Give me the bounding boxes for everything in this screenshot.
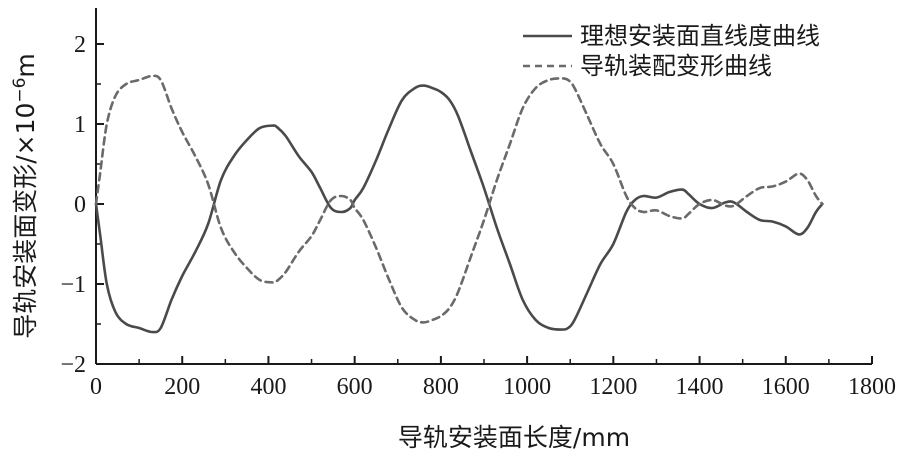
y-tick-label: −1 [60, 272, 86, 298]
legend: 理想安装面直线度曲线 导轨装配变形曲线 [523, 22, 820, 80]
y-axis-title: 导轨安装面变形/×10−6m [10, 53, 40, 339]
y-tick-label: 2 [74, 32, 86, 58]
y-axis-title-exponent: −6 [10, 78, 30, 103]
x-tick-label: 0 [90, 374, 102, 400]
y-axis-title-unit: m [11, 53, 40, 77]
y-tick-label: 1 [74, 112, 86, 138]
series-layer [94, 74, 824, 334]
x-tick-label: 400 [250, 374, 286, 400]
series-line-assembly-deformation [94, 74, 824, 324]
series-line-ideal-straightness [94, 84, 824, 334]
x-tick-label: 1200 [589, 374, 637, 400]
y-axis-title-main: 导轨安装面变形/×10 [11, 103, 40, 339]
x-tick-label: 1400 [676, 374, 724, 400]
x-tick-label: 1800 [848, 374, 896, 400]
x-tick-label: 800 [423, 374, 459, 400]
x-tick-label: 1600 [762, 374, 810, 400]
y-tick-label: −2 [60, 352, 86, 378]
legend-label-ideal-straightness: 理想安装面直线度曲线 [580, 22, 820, 50]
x-tick-label: 200 [164, 374, 200, 400]
legend-label-assembly-deformation: 导轨装配变形曲线 [580, 52, 772, 80]
x-tick-label: 1000 [503, 374, 551, 400]
y-tick-label: 0 [74, 192, 86, 218]
axes-layer: 0 200 400 600 800 1000 1200 1400 1600 1800 −2 −1 0 1 2 [60, 8, 896, 400]
x-tick-label: 600 [337, 374, 373, 400]
x-axis-title: 导轨安装面长度/mm [398, 423, 630, 452]
